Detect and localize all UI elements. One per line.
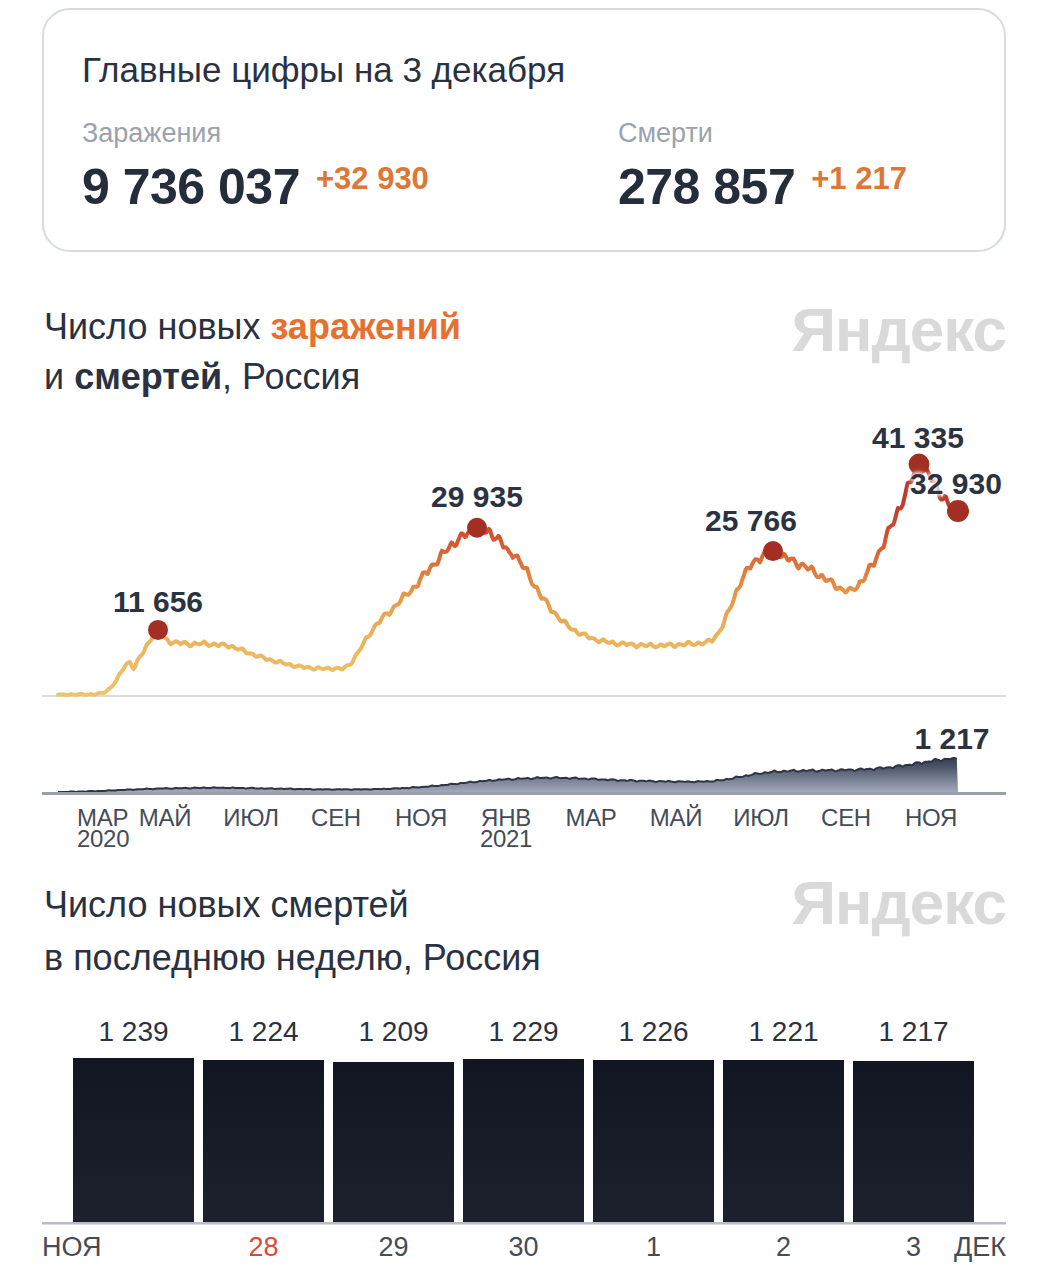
chart1-title-highlight: заражений: [270, 306, 461, 347]
infections-delta: +32 930: [316, 161, 429, 197]
chart1-title-line2-pre: и: [44, 356, 74, 397]
x-tick: МАР: [565, 807, 616, 828]
bar-value: 1 224: [228, 1016, 298, 1048]
summary-card: Главные цифры на 3 декабря Заражения 9 7…: [42, 8, 1006, 252]
infections-label: Заражения: [82, 118, 221, 149]
bar-category: 30: [508, 1233, 538, 1261]
infections-stat: 9 736 037 +32 930: [82, 158, 429, 216]
bar-6: [853, 1061, 974, 1222]
axis-month-dec: ДЕК: [954, 1233, 1006, 1261]
chart2-title: Число новых смертей в последнюю неделю, …: [44, 878, 541, 984]
summary-title: Главные цифры на 3 декабря: [82, 50, 565, 90]
yandex-watermark: Яндекс: [791, 299, 1006, 361]
bar-5: [723, 1060, 844, 1222]
covid-dashboard: Главные цифры на 3 декабря Заражения 9 7…: [0, 0, 1048, 1280]
bar-value: 1 239: [98, 1016, 168, 1048]
x-tick: МАР2020: [77, 807, 129, 849]
deaths-label: Смерти: [618, 118, 713, 149]
bar-category: 2: [776, 1233, 791, 1261]
bar-category: 1: [646, 1233, 661, 1261]
bar-3: [463, 1059, 584, 1222]
bar-value: 1 221: [748, 1016, 818, 1048]
peak-label: 29 935: [431, 480, 523, 514]
chart1-title-prefix: Число новых: [44, 306, 270, 347]
x-tick: НОЯ: [905, 807, 957, 828]
x-tick: ЯНВ2021: [480, 807, 532, 849]
chart1-title: Число новых заражений и смертей, Россия: [44, 302, 461, 402]
axis-month-nov: НОЯ: [42, 1233, 101, 1261]
bar-category: 28: [248, 1233, 278, 1261]
peak-label: 32 930: [910, 467, 1002, 501]
bar-category: 29: [378, 1233, 408, 1261]
bar-2: [333, 1062, 454, 1222]
peak-label: 11 656: [113, 585, 203, 619]
x-tick: СЕН: [821, 807, 871, 828]
chart2-title-line2: в последнюю неделю, Россия: [44, 937, 541, 978]
bar-4: [593, 1060, 714, 1222]
chart1-title-line2-bold: смертей: [74, 356, 222, 397]
x-tick: ИЮЛ: [223, 807, 278, 828]
yandex-watermark: Яндекс: [791, 872, 1006, 934]
bar-value: 1 226: [618, 1016, 688, 1048]
peak-label: 41 335: [872, 421, 964, 455]
bar-value: 1 229: [488, 1016, 558, 1048]
bar-value: 1 209: [358, 1016, 428, 1048]
x-tick: ИЮЛ: [733, 807, 788, 828]
bar-0: [73, 1058, 194, 1222]
chart2-title-line1: Число новых смертей: [44, 884, 409, 925]
deaths-current-label: 1 217: [914, 722, 989, 756]
deaths-stat: 278 857 +1 217: [618, 158, 907, 216]
bar-value: 1 217: [878, 1016, 948, 1048]
infections-total: 9 736 037: [82, 158, 300, 216]
x-tick: МАЙ: [139, 807, 191, 828]
x-tick: НОЯ: [395, 807, 447, 828]
chart1-title-line2-suffix: , Россия: [222, 356, 360, 397]
peak-label: 25 766: [705, 504, 797, 538]
deaths-total: 278 857: [618, 158, 795, 216]
deaths-delta: +1 217: [811, 161, 907, 197]
bar-category: 3: [906, 1233, 921, 1261]
x-tick: МАЙ: [650, 807, 702, 828]
x-tick: СЕН: [311, 807, 361, 828]
bar-1: [203, 1060, 324, 1222]
